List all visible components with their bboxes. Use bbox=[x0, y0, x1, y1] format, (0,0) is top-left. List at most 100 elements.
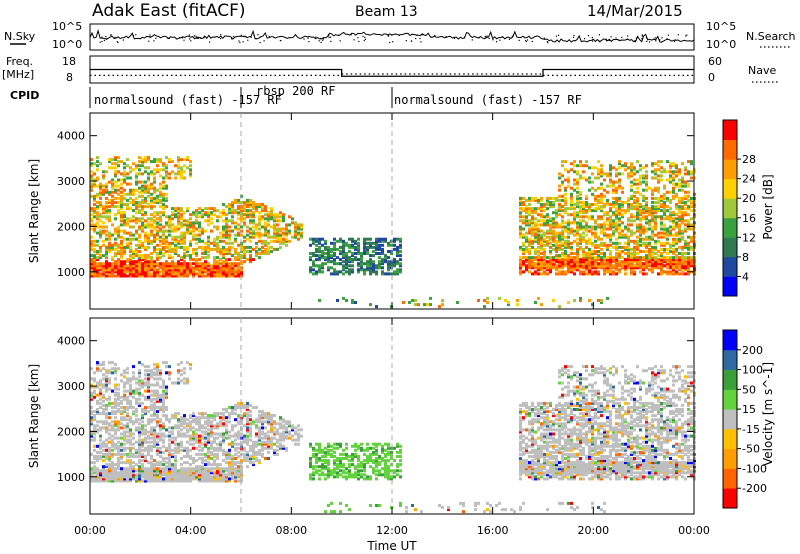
range-gate-cell bbox=[162, 408, 165, 411]
range-gate-cell bbox=[636, 227, 639, 231]
range-gate-cell bbox=[630, 207, 633, 211]
range-gate-cell bbox=[183, 239, 186, 243]
range-gate-cell bbox=[519, 268, 522, 272]
range-gate-cell bbox=[144, 430, 147, 434]
range-gate-cell bbox=[663, 196, 666, 200]
range-gate-cell bbox=[273, 219, 276, 223]
range-gate-cell bbox=[159, 399, 162, 403]
range-gate-cell bbox=[135, 455, 138, 458]
range-gate-cell bbox=[189, 172, 192, 176]
range-gate-cell bbox=[672, 258, 675, 262]
range-gate-cell bbox=[537, 268, 540, 272]
range-gate-cell bbox=[585, 229, 588, 233]
range-gate-cell bbox=[579, 296, 582, 300]
range-gate-cell bbox=[135, 164, 138, 168]
range-gate-cell bbox=[132, 219, 135, 223]
range-gate-cell bbox=[576, 241, 579, 245]
range-gate-cell bbox=[132, 422, 135, 426]
range-gate-cell bbox=[621, 205, 624, 209]
range-gate-cell bbox=[123, 446, 126, 450]
range-gate-cell bbox=[654, 172, 657, 176]
range-gate-cell bbox=[165, 416, 168, 420]
range-gate-cell bbox=[690, 264, 693, 268]
range-gate-cell bbox=[168, 243, 171, 247]
range-gate-cell bbox=[165, 475, 168, 479]
range-gate-cell bbox=[309, 258, 312, 262]
range-gate-cell bbox=[369, 241, 372, 245]
range-gate-cell bbox=[111, 205, 114, 209]
power-heatmap bbox=[90, 156, 696, 309]
range-gate-cell bbox=[228, 229, 231, 233]
range-gate-cell bbox=[198, 233, 201, 237]
nsearch-point bbox=[238, 40, 240, 42]
range-gate-cell bbox=[102, 268, 105, 272]
range-gate-cell bbox=[663, 258, 666, 262]
range-gate-cell bbox=[186, 229, 189, 233]
range-gate-cell bbox=[99, 247, 102, 251]
range-gate-cell bbox=[132, 412, 135, 416]
range-gate-cell bbox=[654, 219, 657, 223]
range-gate-cell bbox=[531, 264, 534, 268]
range-gate-cell bbox=[156, 247, 159, 251]
range-gate-cell bbox=[540, 205, 543, 209]
range-gate-cell bbox=[363, 252, 366, 255]
range-gate-cell bbox=[567, 243, 570, 247]
range-gate-cell bbox=[687, 170, 690, 174]
range-gate-cell bbox=[144, 428, 147, 432]
range-gate-cell bbox=[669, 258, 672, 262]
range-gate-cell bbox=[114, 473, 117, 477]
range-gate-cell bbox=[147, 239, 150, 243]
range-gate-cell bbox=[114, 184, 117, 188]
range-gate-cell bbox=[174, 225, 177, 229]
range-gate-cell bbox=[177, 432, 180, 436]
range-gate-cell bbox=[144, 268, 147, 272]
range-gate-cell bbox=[600, 209, 603, 213]
range-gate-cell bbox=[594, 266, 597, 270]
range-gate-cell bbox=[264, 243, 267, 247]
range-gate-cell bbox=[195, 473, 198, 477]
range-gate-cell bbox=[477, 299, 480, 302]
range-gate-cell bbox=[621, 186, 624, 190]
range-gate-cell bbox=[543, 231, 546, 235]
range-gate-cell bbox=[174, 272, 177, 276]
range-gate-cell bbox=[171, 207, 174, 211]
range-gate-cell bbox=[615, 201, 618, 204]
range-gate-cell bbox=[243, 207, 246, 211]
range-gate-cell bbox=[108, 387, 111, 391]
range-gate-cell bbox=[141, 424, 144, 428]
range-gate-cell bbox=[105, 252, 108, 255]
range-gate-cell bbox=[117, 403, 120, 407]
range-gate-cell bbox=[633, 190, 636, 194]
range-gate-cell bbox=[357, 241, 360, 245]
range-gate-cell bbox=[165, 385, 168, 389]
range-gate-cell bbox=[240, 201, 243, 204]
range-gate-cell bbox=[114, 180, 117, 184]
range-gate-cell bbox=[144, 235, 147, 239]
range-gate-cell bbox=[669, 260, 672, 264]
range-gate-cell bbox=[108, 465, 111, 469]
range-gate-cell bbox=[153, 233, 156, 237]
range-gate-cell bbox=[249, 209, 252, 213]
range-gate-cell bbox=[165, 260, 168, 264]
range-gate-cell bbox=[147, 448, 150, 452]
range-gate-cell bbox=[213, 270, 216, 274]
range-gate-cell bbox=[174, 473, 177, 477]
range-gate-cell bbox=[573, 264, 576, 268]
range-gate-cell bbox=[339, 239, 342, 243]
range-gate-cell bbox=[324, 258, 327, 262]
range-gate-cell bbox=[138, 461, 141, 465]
range-gate-cell bbox=[597, 170, 600, 174]
range-gate-cell bbox=[651, 201, 654, 204]
range-gate-cell bbox=[162, 426, 165, 430]
range-gate-cell bbox=[99, 397, 102, 401]
range-gate-cell bbox=[162, 406, 165, 409]
range-gate-cell bbox=[633, 239, 636, 243]
range-gate-cell bbox=[636, 252, 639, 255]
range-gate-cell bbox=[168, 465, 171, 469]
range-gate-cell bbox=[540, 239, 543, 243]
range-gate-cell bbox=[150, 272, 153, 276]
range-gate-cell bbox=[165, 235, 168, 239]
range-gate-cell bbox=[150, 446, 153, 450]
range-gate-cell bbox=[399, 268, 402, 272]
range-gate-cell bbox=[588, 203, 591, 206]
